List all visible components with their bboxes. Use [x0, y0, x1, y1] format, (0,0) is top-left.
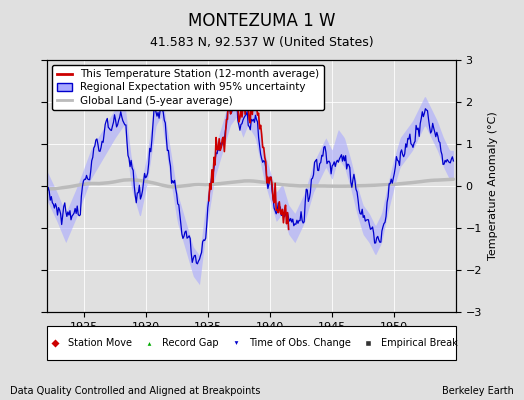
Text: MONTEZUMA 1 W: MONTEZUMA 1 W: [188, 12, 336, 30]
Legend: Station Move, Record Gap, Time of Obs. Change, Empirical Break: Station Move, Record Gap, Time of Obs. C…: [42, 335, 461, 351]
Text: 41.583 N, 92.537 W (United States): 41.583 N, 92.537 W (United States): [150, 36, 374, 49]
FancyBboxPatch shape: [47, 326, 456, 360]
Text: Berkeley Earth: Berkeley Earth: [442, 386, 514, 396]
Y-axis label: Temperature Anomaly (°C): Temperature Anomaly (°C): [488, 112, 498, 260]
Text: Data Quality Controlled and Aligned at Breakpoints: Data Quality Controlled and Aligned at B…: [10, 386, 261, 396]
Legend: This Temperature Station (12-month average), Regional Expectation with 95% uncer: This Temperature Station (12-month avera…: [52, 65, 324, 110]
